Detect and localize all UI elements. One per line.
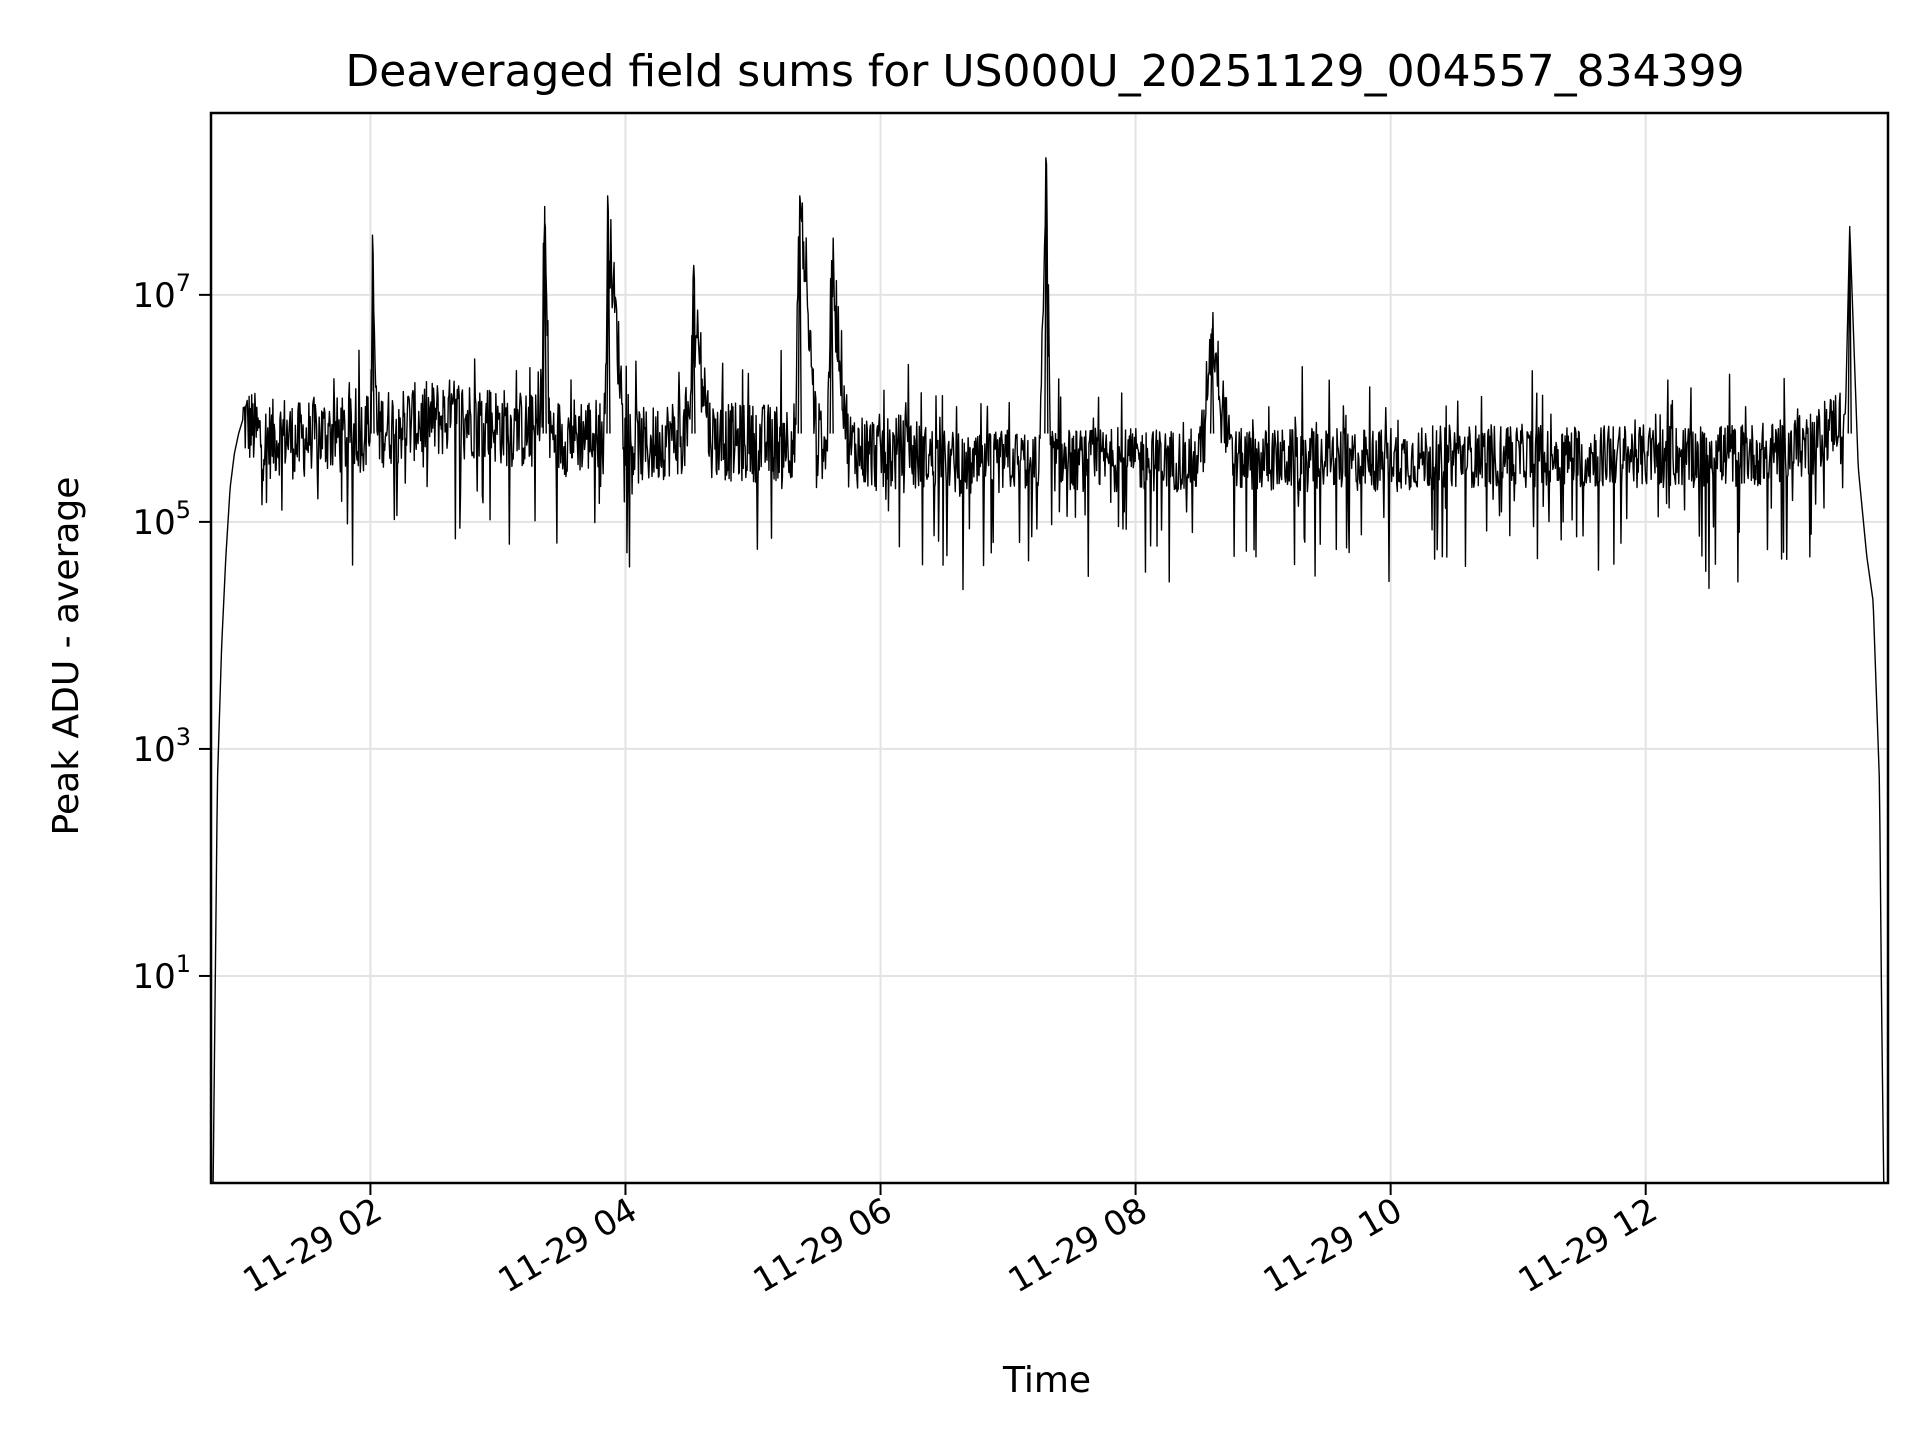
x-tick-label: 11-29 06 bbox=[747, 1190, 899, 1301]
series-group bbox=[212, 157, 1885, 1184]
gridlines bbox=[211, 113, 1888, 1183]
y-axis: 101 103 105 107 bbox=[132, 269, 211, 997]
y-tick-label: 101 bbox=[132, 950, 191, 997]
y-tick-label: 107 bbox=[132, 269, 191, 316]
y-axis-label: Peak ADU - average bbox=[46, 477, 87, 836]
x-tick-label: 11-29 04 bbox=[492, 1190, 644, 1301]
chart-title: Deaveraged field sums for US000U_2025112… bbox=[345, 46, 1744, 97]
y-tick-label: 105 bbox=[132, 496, 191, 543]
x-tick-label: 11-29 08 bbox=[1002, 1190, 1154, 1301]
y-tick-label: 103 bbox=[132, 723, 191, 770]
x-axis: 11-29 02 11-29 04 11-29 06 11-29 08 11-29 10… bbox=[237, 1183, 1664, 1301]
plot-frame bbox=[209, 111, 1890, 1185]
x-tick-label: 11-29 02 bbox=[237, 1190, 389, 1301]
x-tick-label: 11-29 12 bbox=[1512, 1190, 1664, 1301]
series-line bbox=[212, 157, 1885, 1184]
x-axis-label: Time bbox=[1002, 1360, 1091, 1401]
x-tick-label: 11-29 10 bbox=[1257, 1190, 1409, 1301]
